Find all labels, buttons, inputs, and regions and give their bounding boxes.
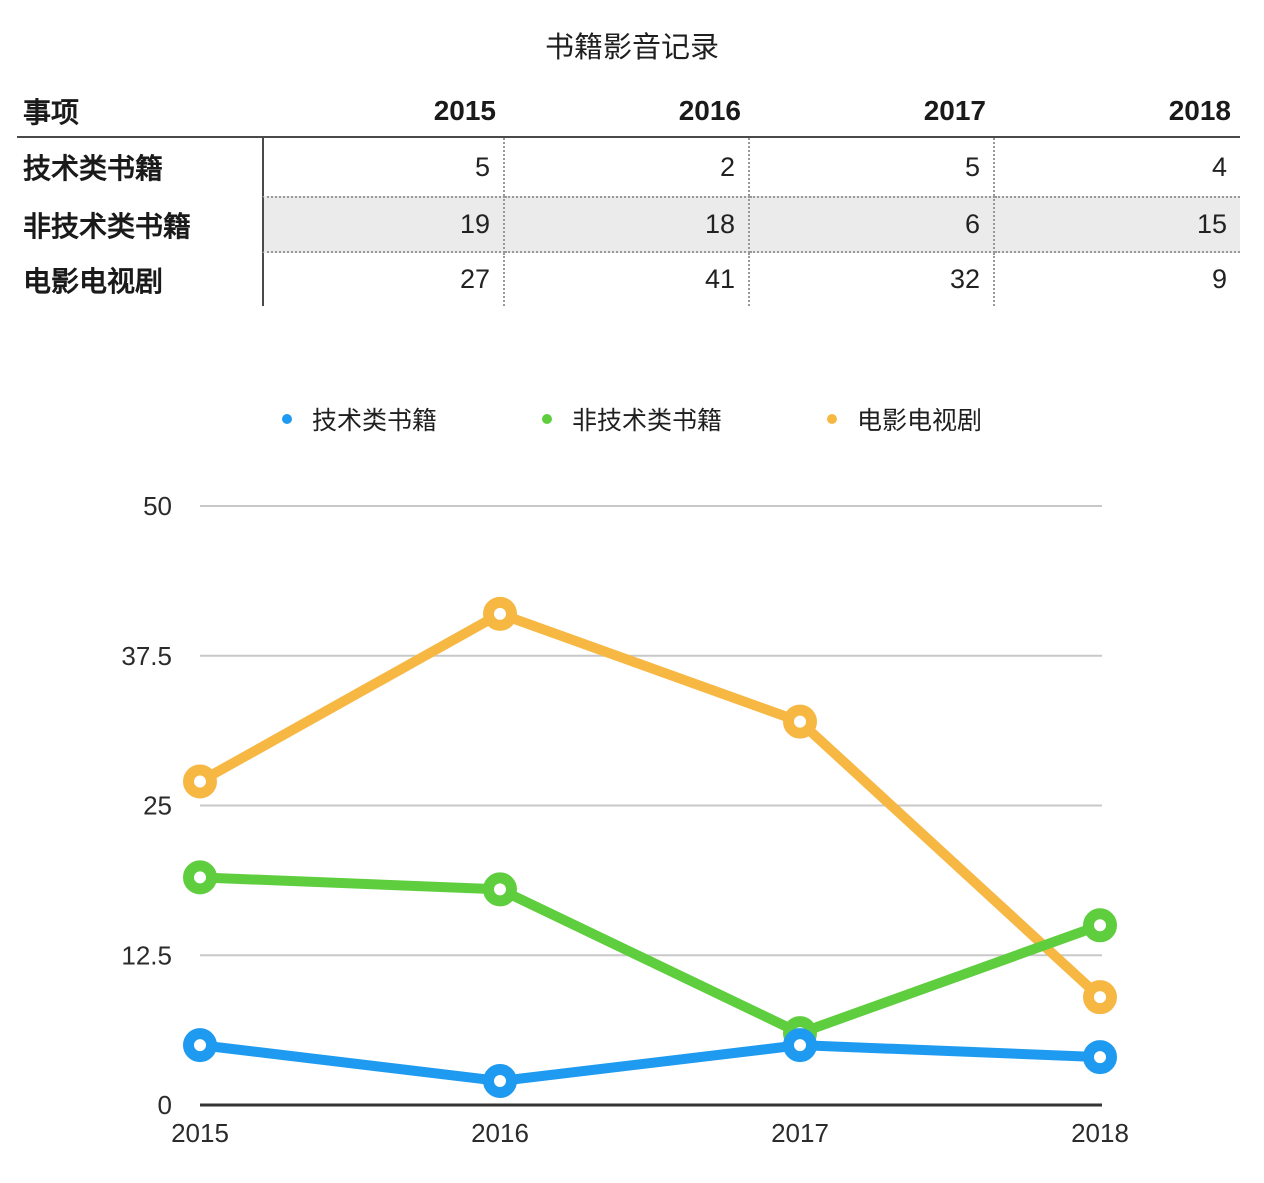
table-cell-value: 5: [750, 138, 995, 196]
y-tick-label: 37.5: [121, 641, 172, 671]
table-header-year: 2017: [750, 85, 995, 138]
legend-item-movies-tv: 电影电视剧: [827, 401, 982, 437]
data-point: [1083, 908, 1117, 943]
legend-label: 非技术类书籍: [571, 407, 722, 435]
table-cell-value: 5: [262, 138, 505, 196]
line-chart: 0 12.5 25 37.5 50 2015 2016 2017 2018: [0, 460, 1264, 1178]
series-line: [195, 872, 1105, 1039]
x-tick-label: 2016: [471, 1118, 529, 1148]
legend-label: 技术类书籍: [311, 407, 437, 435]
legend-marker-green-icon: [541, 414, 552, 424]
legend-item-nontech-books: 非技术类书籍: [541, 401, 722, 437]
legend-label: 电影电视剧: [857, 407, 983, 435]
x-tick-label: 2015: [171, 1118, 229, 1148]
data-point: [783, 1028, 817, 1063]
table-cell-value: 27: [262, 253, 505, 306]
y-tick-label: 25: [143, 791, 172, 821]
table-header-year: 2018: [995, 85, 1240, 138]
data-point: [483, 1064, 517, 1099]
legend-marker-blue-icon: [281, 414, 292, 424]
data-point: [183, 1028, 217, 1063]
series-line: [195, 608, 1105, 1003]
y-tick-label: 0: [158, 1090, 172, 1120]
data-point: [183, 860, 217, 895]
row-label: 非技术类书籍: [23, 210, 192, 242]
table-header-year: 2015: [262, 85, 505, 138]
data-point: [483, 872, 517, 907]
table-cell-value: 15: [995, 196, 1240, 253]
table-cell-value: 41: [505, 253, 750, 306]
table-cell-value: 4: [1211, 151, 1227, 182]
table-cell-value: 32: [750, 253, 995, 306]
legend-item-tech-books: 技术类书籍: [281, 401, 437, 437]
data-point: [1083, 1040, 1117, 1075]
data-point: [1083, 980, 1117, 1015]
data-point: [483, 596, 517, 631]
page-title: 书籍影音记录: [544, 32, 719, 64]
row-label: 电影电视剧: [23, 265, 164, 297]
data-point: [183, 764, 217, 799]
row-label: 技术类书籍: [23, 153, 164, 184]
table-cell-value: 9: [1211, 264, 1227, 294]
table-cell-value: 2: [505, 138, 750, 196]
y-tick-label: 12.5: [121, 940, 172, 970]
chart-legend: 技术类书籍 非技术类书籍 电影电视剧: [0, 401, 1264, 437]
legend-marker-orange-icon: [827, 414, 837, 424]
x-tick-label: 2018: [1071, 1118, 1129, 1148]
table-header-item: 事项: [17, 85, 262, 138]
table-header-year: 2016: [505, 85, 750, 138]
x-tick-label: 2017: [771, 1118, 829, 1148]
y-tick-label: 50: [143, 491, 172, 521]
line-chart-canvas: 0 12.5 25 37.5 50 2015 2016 2017 2018: [121, 491, 1129, 1148]
table-cell-value: 6: [750, 196, 995, 253]
series-line: [195, 1040, 1105, 1087]
data-table: 事项 2015 2016 2017 2018 技术类书籍 5 2 5 4 非技术…: [17, 85, 1240, 306]
table-cell-value: 18: [505, 196, 750, 253]
table-cell-value: 19: [262, 196, 505, 253]
data-point: [783, 704, 817, 739]
